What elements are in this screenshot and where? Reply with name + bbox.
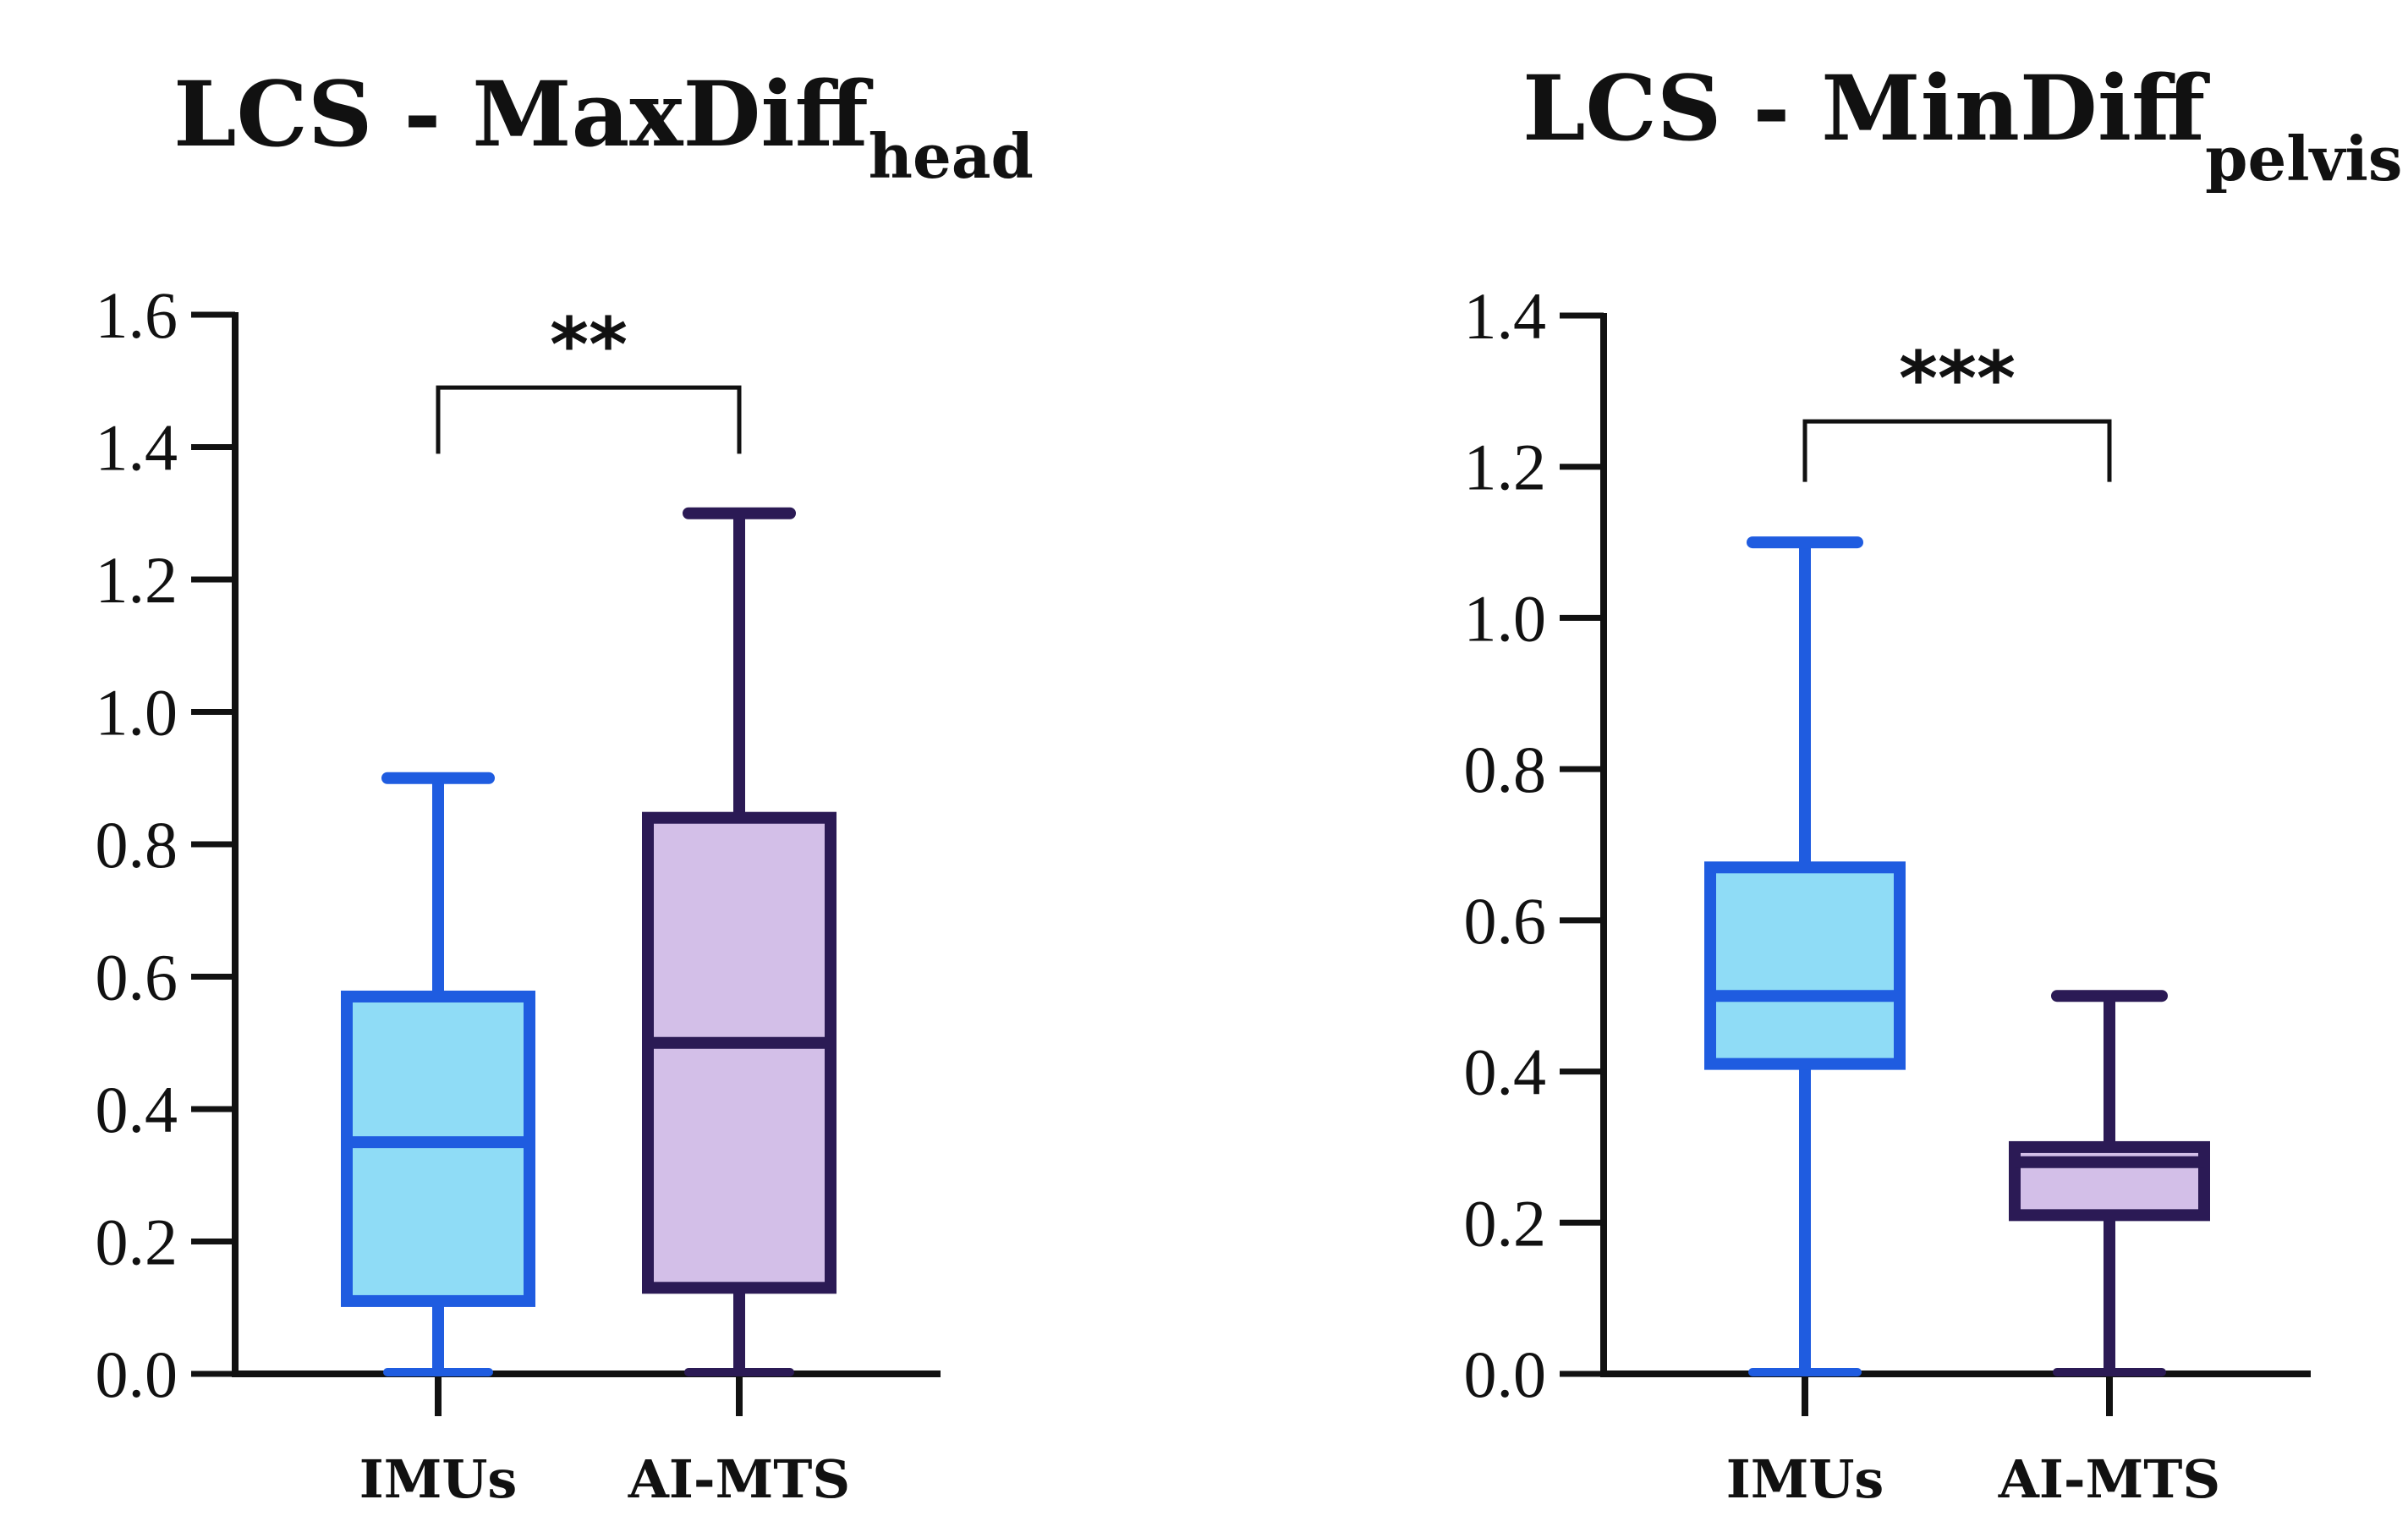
chart-title-subscript: head: [869, 120, 1034, 192]
boxplots: [341, 507, 836, 1376]
panel-maxdiff-head: LCS - MaxDiffhead 0.0 0.2 0.4 0.6 0.8 1.0 1.2 1…: [96, 61, 1034, 1510]
y-tick-label: 1.6: [96, 278, 178, 352]
y-tick-label: 0.0: [1464, 1338, 1547, 1411]
iqr-box: [1704, 861, 1906, 1070]
y-tick-label: 0.4: [96, 1073, 178, 1146]
y-tick-label: 0.6: [96, 941, 178, 1014]
y-tick-label: 1.4: [1464, 279, 1547, 353]
bracket-line: [1802, 419, 2112, 482]
panel-mindiff-pelvis: LCS - MinDiffpelvis 0.0 0.2 0.4 0.6 0.8 1.0 1.…: [1464, 55, 2403, 1510]
y-tick-label: 0.4: [1464, 1035, 1547, 1109]
y-tick-label: 0.8: [1464, 733, 1547, 806]
y-tick-label: 0.2: [96, 1206, 178, 1279]
boxplot-imus: [1704, 536, 1906, 1376]
y-tick-label: 1.0: [96, 676, 178, 750]
y-tick-label: 1.2: [96, 543, 178, 617]
x-tick-label: IMUs: [1726, 1448, 1884, 1510]
significance-label: ***: [1899, 335, 2016, 422]
significance-bracket: **: [436, 301, 742, 454]
significance-bracket: ***: [1802, 335, 2112, 482]
iqr-box: [341, 990, 535, 1307]
x-tick-label: AI-MTS: [628, 1448, 850, 1510]
chart-title-subscript: pelvis: [2205, 123, 2402, 195]
y-axis: 0.0 0.2 0.4 0.6 0.8 1.0 1.2 1.4: [1464, 279, 1607, 1411]
y-tick-label: 0.8: [96, 808, 178, 882]
iqr-box: [642, 811, 836, 1294]
x-tick-label: AI-MTS: [1998, 1448, 2220, 1510]
y-tick-label: 0.0: [96, 1338, 178, 1411]
x-tick-label: IMUs: [359, 1448, 518, 1510]
chart-title: LCS - MaxDiffhead: [173, 61, 1034, 192]
y-tick-label: 1.4: [96, 411, 178, 485]
y-tick-label: 0.6: [1464, 884, 1547, 958]
boxplots: [1704, 536, 2210, 1376]
chart-title: LCS - MinDiffpelvis: [1522, 55, 2402, 195]
y-tick-label: 0.2: [1464, 1186, 1547, 1260]
y-tick-label: 1.0: [1464, 581, 1547, 655]
bracket-line: [436, 385, 742, 454]
y-axis: 0.0 0.2 0.4 0.6 0.8 1.0 1.2 1.4 1.6: [96, 278, 239, 1411]
x-axis: IMUs AI-MTS: [232, 1370, 941, 1510]
y-tick-label: 1.2: [1464, 431, 1547, 504]
boxplot-ai-mts: [642, 507, 836, 1376]
boxplot-ai-mts: [2009, 990, 2210, 1376]
significance-label: **: [550, 301, 628, 388]
x-axis: IMUs AI-MTS: [1600, 1370, 2311, 1510]
boxplot-imus: [341, 772, 535, 1376]
